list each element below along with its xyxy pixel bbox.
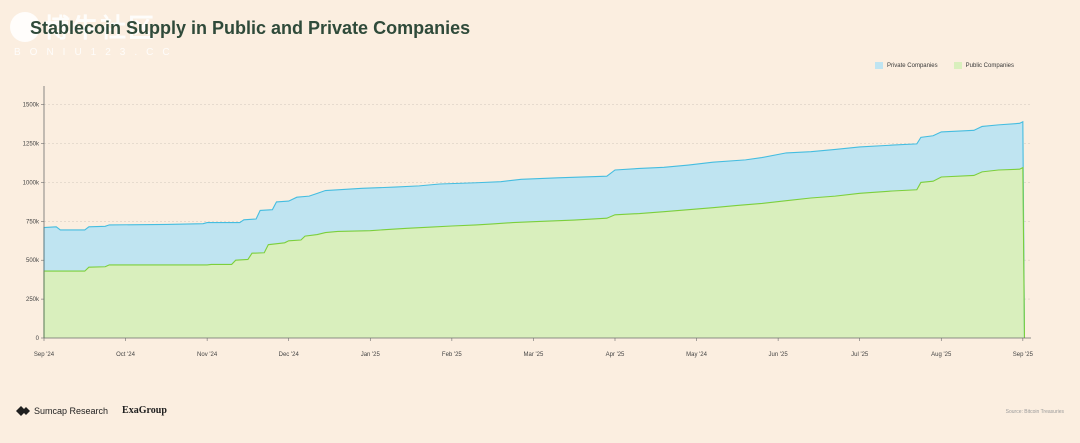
x-tick-label-4: Jan '25	[361, 352, 381, 358]
x-tick-label-11: Aug '25	[931, 352, 952, 358]
y-tick-label-4: 1000k	[23, 180, 40, 186]
y-tick-label-2: 500k	[26, 258, 40, 264]
y-tick-label-6: 1500k	[23, 103, 40, 109]
x-tick-label-3: Dec '24	[279, 352, 300, 358]
x-tick-label-1: Oct '24	[116, 352, 135, 358]
area-public	[44, 167, 1025, 338]
legend-item-private: Private Companies	[874, 62, 938, 69]
x-tick-label-9: Jun '25	[769, 352, 789, 358]
legend-item-public: Public Companies	[953, 62, 1014, 69]
watermark-subtext: BONIU123.CC	[14, 47, 179, 58]
legend-swatch-public	[953, 62, 962, 69]
source-note: Source: Bitcoin Treasuries	[1005, 409, 1064, 415]
x-tick-label-12: Sep '25	[1013, 352, 1034, 358]
legend-swatch-private	[874, 62, 883, 69]
x-tick-label-10: Jul '25	[851, 352, 869, 358]
legend-label-private: Private Companies	[886, 62, 938, 69]
y-tick-label-3: 750k	[26, 219, 40, 225]
y-tick-label-0: 0	[36, 336, 40, 342]
sumcap-brand-label: Sumcap Research	[34, 405, 109, 416]
y-tick-label-1: 250k	[26, 297, 40, 303]
line-private	[43, 120, 1026, 339]
y-tick-label-5: 1250k	[23, 142, 40, 148]
watermark-logo-icon	[10, 11, 40, 42]
exagroup-brand-label: ExaGroup	[122, 405, 167, 416]
x-tick-label-8: May '24	[686, 352, 707, 358]
chart-legend: Private Companies Public Companies	[874, 62, 1014, 69]
sumcap-logo-icon	[16, 405, 30, 416]
x-tick-label-7: Apr '25	[606, 352, 625, 358]
line-public	[43, 166, 1026, 339]
x-tick-label-5: Feb '25	[442, 352, 462, 358]
sumcap-brand: Sumcap Research	[16, 405, 109, 416]
watermark: 博牛社区 BONIU123.CC	[10, 8, 179, 58]
x-tick-label-6: Mar '25	[524, 352, 544, 358]
chart-title: Stablecoin Supply in Public and Private …	[30, 18, 471, 38]
x-tick-label-0: Sep '24	[34, 352, 55, 358]
legend-label-public: Public Companies	[965, 62, 1014, 69]
watermark-text: 博牛社区	[44, 14, 157, 44]
x-tick-label-2: Nov '24	[197, 352, 218, 358]
footer-brands: Sumcap Research ExaGroup	[16, 405, 167, 416]
